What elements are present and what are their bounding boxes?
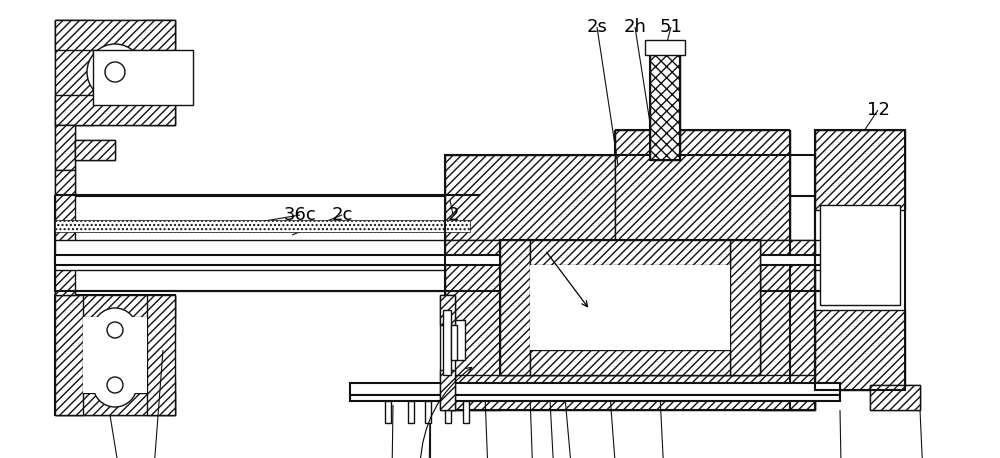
Bar	[83, 317, 147, 393]
Bar	[55, 20, 93, 125]
Bar	[530, 265, 730, 350]
Text: 2: 2	[447, 206, 459, 224]
Bar	[815, 310, 905, 390]
Bar	[445, 155, 815, 410]
Circle shape	[107, 322, 123, 338]
Bar	[55, 125, 75, 170]
Bar	[385, 401, 391, 423]
Circle shape	[93, 308, 137, 352]
Bar	[350, 383, 840, 395]
Bar	[455, 320, 465, 360]
Bar	[870, 385, 920, 410]
Bar	[408, 401, 414, 423]
Bar	[55, 196, 485, 291]
Bar	[55, 393, 175, 415]
Bar	[815, 130, 905, 390]
Bar	[93, 50, 193, 105]
Bar	[500, 240, 760, 375]
Bar	[350, 395, 840, 401]
Bar	[445, 375, 815, 410]
Bar	[445, 155, 615, 240]
Circle shape	[87, 44, 143, 100]
Bar	[147, 295, 175, 415]
Text: 2h: 2h	[624, 18, 646, 36]
Bar	[55, 20, 175, 50]
Bar	[760, 240, 815, 410]
Bar	[440, 295, 455, 410]
Bar	[143, 20, 175, 125]
Bar	[55, 220, 470, 232]
Bar	[55, 255, 895, 265]
Circle shape	[107, 377, 123, 393]
Bar	[425, 401, 431, 423]
Bar	[730, 240, 760, 375]
Bar	[55, 295, 175, 330]
Bar	[440, 295, 455, 325]
Bar	[463, 401, 469, 423]
Bar	[55, 170, 75, 295]
Bar	[650, 50, 680, 160]
Bar	[650, 50, 680, 160]
Bar	[815, 130, 905, 210]
Bar	[55, 170, 75, 295]
Bar	[645, 40, 685, 55]
Bar	[55, 295, 83, 415]
Bar	[75, 140, 115, 160]
Bar	[55, 240, 885, 270]
Bar	[443, 310, 451, 375]
Bar	[530, 240, 730, 265]
Bar	[820, 205, 900, 305]
Bar	[55, 20, 175, 125]
Bar	[530, 350, 730, 375]
Text: 12: 12	[867, 101, 889, 119]
Text: 51: 51	[660, 18, 682, 36]
Bar	[445, 240, 500, 410]
Bar	[500, 240, 760, 375]
Bar	[75, 140, 115, 160]
Bar	[175, 196, 855, 291]
Bar	[55, 380, 175, 415]
Bar	[55, 295, 175, 415]
Text: 36c: 36c	[284, 206, 316, 224]
Circle shape	[93, 363, 137, 407]
Circle shape	[105, 62, 125, 82]
Bar	[55, 95, 175, 125]
Bar	[55, 295, 175, 317]
Bar	[500, 240, 530, 375]
Bar	[615, 130, 790, 240]
Bar	[870, 385, 920, 410]
Bar	[445, 401, 451, 423]
Bar	[451, 325, 457, 360]
Text: 2c: 2c	[331, 206, 353, 224]
Bar	[55, 125, 75, 170]
Bar	[65, 30, 165, 115]
Text: 2s: 2s	[587, 18, 607, 36]
Bar	[93, 50, 193, 105]
Bar	[440, 370, 455, 410]
